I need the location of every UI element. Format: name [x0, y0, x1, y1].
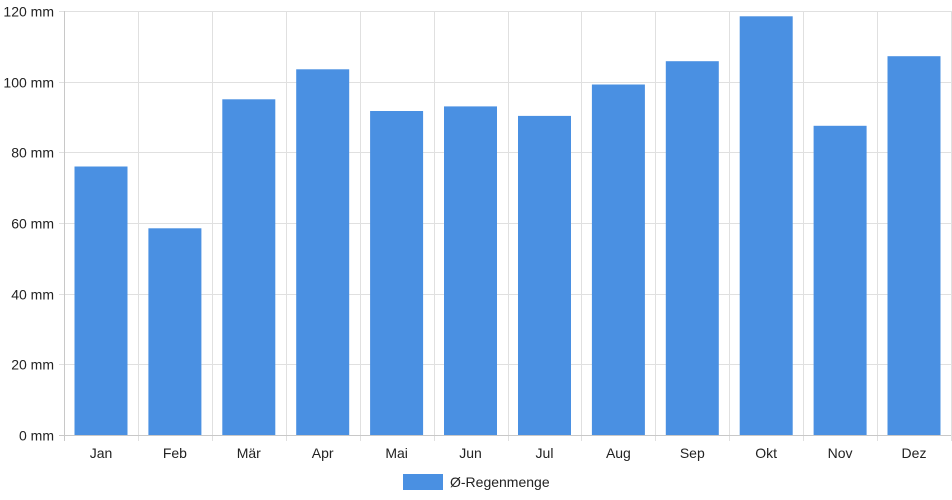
x-tick-label: Sep — [680, 445, 705, 461]
y-tick-label: 100 mm — [3, 75, 54, 91]
x-tick-label: Jun — [459, 445, 482, 461]
bar-series — [74, 16, 941, 436]
bar[interactable] — [74, 166, 128, 436]
y-tick-label: 60 mm — [11, 216, 54, 232]
bar[interactable] — [591, 84, 645, 436]
bar[interactable] — [739, 16, 793, 436]
x-tick-label: Nov — [828, 445, 853, 461]
y-tick-label: 80 mm — [11, 145, 54, 161]
bar[interactable] — [813, 125, 867, 436]
y-tick-label: 0 mm — [19, 428, 54, 444]
bar[interactable] — [518, 115, 571, 436]
x-tick-label: Mai — [385, 445, 408, 461]
x-tick-label: Okt — [755, 445, 777, 461]
legend-swatch — [403, 474, 443, 490]
bar[interactable] — [887, 56, 941, 435]
legend-label: Ø-Regenmenge — [450, 474, 550, 490]
x-tick-label: Jan — [90, 445, 113, 461]
bar[interactable] — [222, 99, 276, 436]
bar[interactable] — [296, 69, 350, 436]
axes — [59, 11, 951, 441]
bar[interactable] — [665, 61, 719, 435]
x-tick-label: Mär — [237, 445, 261, 461]
grid-lines — [59, 11, 952, 441]
x-tick-label: Dez — [902, 445, 927, 461]
x-tick-label: Feb — [163, 445, 187, 461]
x-tick-label: Apr — [312, 445, 334, 461]
x-axis-tick-labels: Jan Feb Mär Apr Mai Jun Jul Aug Sep Okt Nov Dez — [90, 445, 927, 461]
y-tick-label: 20 mm — [11, 357, 54, 373]
y-tick-label: 120 mm — [3, 4, 54, 20]
bar[interactable] — [148, 228, 202, 435]
y-tick-label: 40 mm — [11, 287, 54, 303]
x-tick-label: Jul — [536, 445, 554, 461]
chart-legend[interactable]: Ø-Regenmenge — [403, 473, 550, 491]
bar[interactable] — [444, 106, 497, 436]
y-axis-tick-labels: 0 mm 20 mm 40 mm 60 mm 80 mm 100 mm 120 mm — [3, 4, 54, 444]
x-tick-label: Aug — [606, 445, 631, 461]
bar[interactable] — [370, 111, 424, 435]
